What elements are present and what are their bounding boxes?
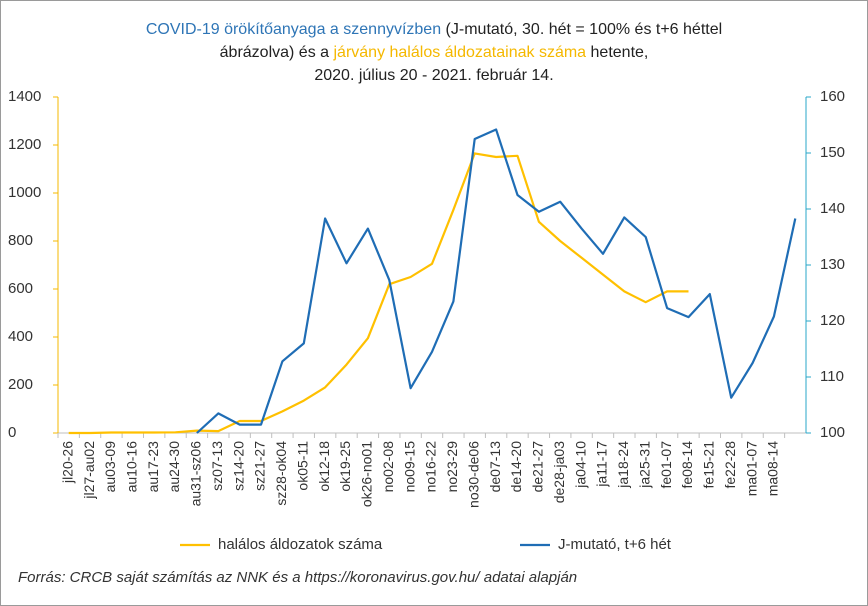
series-line [68, 152, 689, 435]
x-tick-label: au03-09 [102, 441, 118, 493]
x-tick-label: ma08-14 [765, 441, 781, 496]
y2-tick-label: 130 [820, 256, 845, 273]
x-tick-label: de07-13 [487, 441, 503, 493]
x-tick-label: au24-30 [166, 441, 182, 493]
y-tick-label: 600 [8, 280, 33, 297]
series-line [196, 128, 797, 434]
x-tick-label: de14-20 [508, 441, 524, 493]
chart-title: 2020. július 20 - 2021. február 14. [314, 67, 553, 84]
x-tick-label: ma01-07 [743, 441, 759, 496]
y2-tick-label: 100 [820, 424, 845, 441]
title-part: hetente, [586, 44, 648, 61]
legend-label: J-mutató, t+6 hét [558, 536, 672, 553]
legend-label: halálos áldozatok száma [218, 536, 383, 553]
x-tick-label: ok05-11 [294, 441, 310, 491]
title-part: 2020. július 20 - 2021. február 14. [314, 67, 553, 84]
x-tick-label: sz21-27 [252, 441, 268, 491]
x-tick-label: no16-22 [423, 441, 439, 493]
title-part: ábrázolva) és a [220, 44, 334, 61]
chart-title: COVID-19 örökítőanyaga a szennyvízben (J… [146, 21, 722, 38]
x-tick-label: no30-de06 [465, 441, 481, 508]
x-tick-label: fe08-14 [679, 441, 695, 489]
y2-tick-label: 150 [820, 144, 845, 161]
x-tick-label: ja18-24 [615, 441, 631, 489]
x-tick-label: au31-sz06 [188, 441, 204, 507]
x-tick-label: no02-08 [380, 441, 396, 493]
x-tick-label: jl20-26 [59, 441, 75, 484]
y-tick-label: 800 [8, 232, 33, 249]
y-tick-label: 1000 [8, 184, 41, 201]
x-tick-label: fe01-07 [658, 441, 674, 489]
x-tick-label: de28-ja03 [551, 441, 567, 503]
x-tick-label: ja11-17 [594, 441, 610, 488]
y-tick-label: 1400 [8, 88, 41, 105]
x-tick-label: no09-15 [401, 441, 417, 493]
y2-tick-label: 110 [820, 368, 844, 385]
y-tick-label: 0 [8, 424, 16, 441]
x-tick-label: au17-23 [145, 441, 161, 493]
x-tick-label: sz28-ok04 [273, 441, 289, 506]
y-tick-label: 1200 [8, 136, 41, 153]
title-part: járvány halálos áldozatainak száma [332, 44, 586, 61]
x-tick-label: ok19-25 [337, 441, 353, 492]
x-tick-label: fe22-28 [722, 441, 738, 489]
x-tick-label: fe15-21 [701, 441, 717, 489]
title-part: (J-mutató, 30. hét = 100% és t+6 héttel [441, 21, 722, 38]
title-part: COVID-19 örökítőanyaga a szennyvízben [146, 21, 441, 38]
y2-tick-label: 140 [820, 200, 845, 217]
y2-tick-label: 120 [820, 312, 845, 329]
x-tick-label: sz14-20 [230, 441, 246, 491]
x-tick-label: no23-29 [444, 441, 460, 493]
x-tick-label: ja25-31 [636, 441, 652, 489]
x-tick-label: jl27-au02 [81, 441, 97, 500]
x-tick-label: ok26-no01 [359, 441, 375, 507]
y2-tick-label: 160 [820, 88, 845, 105]
chart-title: ábrázolva) és a járvány halálos áldozata… [220, 44, 649, 61]
y-tick-label: 400 [8, 328, 33, 345]
x-tick-label: ok12-18 [316, 441, 332, 492]
x-tick-label: ja04-10 [572, 441, 588, 489]
x-tick-label: au10-16 [124, 441, 140, 493]
y-tick-label: 200 [8, 376, 33, 393]
source: Forrás: CRCB saját számítás az NNK és a … [18, 569, 577, 586]
x-tick-label: sz07-13 [209, 441, 225, 491]
x-tick-label: de21-27 [530, 441, 546, 493]
